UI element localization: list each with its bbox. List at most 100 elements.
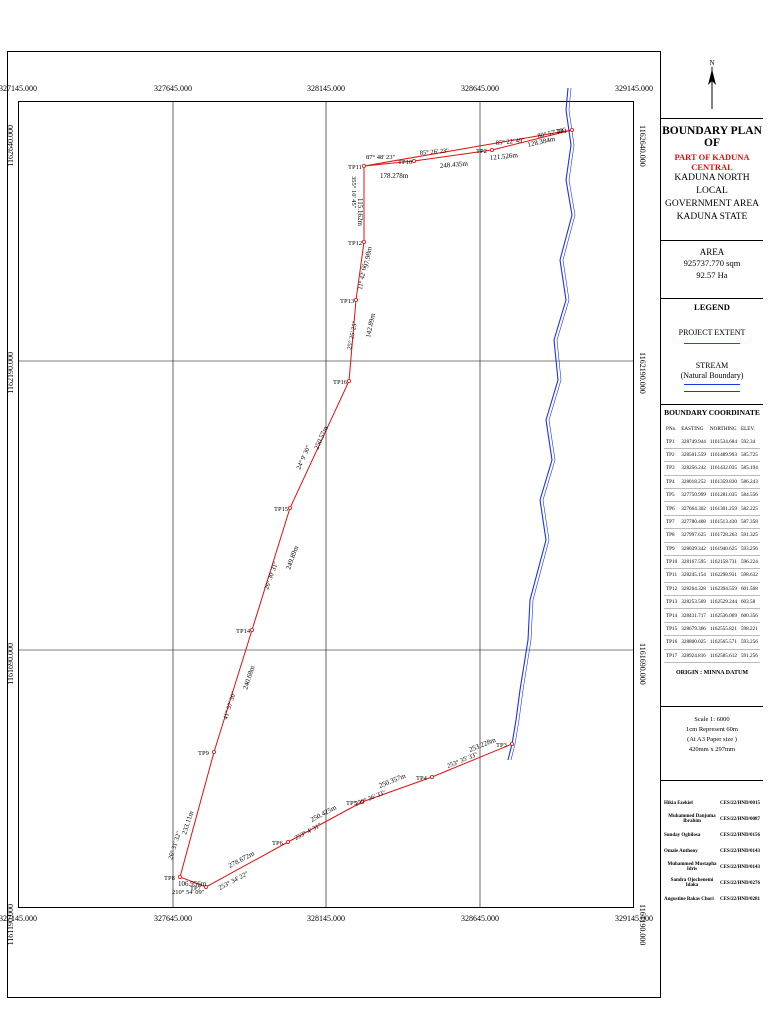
- coordinate-cell: 1162555.821: [709, 626, 737, 633]
- coordinate-cell: 601.568: [740, 585, 758, 592]
- coordinate-cell: 328039.342: [681, 545, 706, 552]
- grid-y-label-left: 1161690.000: [6, 643, 15, 685]
- segment-distance-label: 249.89m: [284, 544, 300, 570]
- side-panel: N BOUNDARY PLAN OF PART OF KADUNA CENTRA…: [661, 51, 763, 998]
- surveyor-name: Sandra Ojochenemi Idaka: [670, 878, 714, 888]
- coordinate-cell: TP13: [666, 599, 678, 606]
- grid-x-label-top: 329145.000: [615, 84, 653, 93]
- coordinate-cell: 1161301.259: [709, 505, 737, 512]
- boundary-point-marker: [489, 147, 494, 152]
- grid-x-label-bottom: 327145.000: [0, 914, 37, 923]
- coordinate-row: TP10 328167.595 1162158.731 596.224: [664, 555, 760, 569]
- legend-extent-swatch: [684, 343, 740, 344]
- segment-distance-label: 250.425m: [309, 803, 338, 824]
- scale-title: Scale 1: 6000: [694, 716, 730, 723]
- grid-y-label-right: 1161190.000: [638, 904, 647, 945]
- coordinate-cell: 1162536.069: [709, 612, 737, 619]
- surveyor-name: Omale Anthony: [664, 848, 698, 854]
- boundary-point-label: TP15: [274, 506, 288, 513]
- north-box: N: [661, 51, 763, 119]
- segment-bearing-label: 11° 42' 6": [357, 263, 368, 290]
- segment-bearing-label: 25° 25' 25": [346, 320, 359, 350]
- coordinate-cell: 593.256: [740, 639, 758, 646]
- coordinate-row: TP13 328253.569 1162529.244 603.58: [664, 596, 760, 609]
- coordinate-cell: 596.224: [740, 559, 758, 566]
- coordinate-cell: 328431.717: [681, 612, 706, 619]
- coordinate-cell: 1162565.571: [709, 639, 737, 646]
- coordinate-cell: 593.256: [740, 545, 758, 552]
- segment-bearing-label: 253° 35' 33": [446, 751, 479, 770]
- boundary-point-marker: [287, 505, 292, 510]
- coordinate-cell: TP16: [666, 639, 678, 646]
- surveyor-row: Hikia Ezekiel CES/22/HND/0015: [661, 795, 763, 811]
- boundary-point-marker: [361, 163, 366, 168]
- coordinate-cell: 1161281.035: [709, 492, 737, 499]
- boundary-point-label: TP13: [340, 298, 354, 305]
- surveyor-name: Muhammed Mustapha Idris: [667, 862, 717, 872]
- segment-bearing-label: 355° 10' 45": [350, 176, 357, 209]
- coordinate-cell: 1161728.263: [709, 532, 737, 539]
- coordinate-cell: TP15: [666, 626, 678, 633]
- coordinate-cell: 327750.999: [681, 492, 706, 499]
- coordinate-cell: 328501.559: [681, 451, 706, 458]
- coordinate-cell: TP17: [666, 652, 678, 659]
- map-frame: [7, 51, 661, 998]
- coordinate-cell: 328245.154: [681, 572, 706, 579]
- boundary-point-marker: [570, 127, 575, 132]
- boundary-point-marker: [177, 875, 182, 880]
- segment-distance-label: 97.98m: [362, 246, 374, 269]
- surveyor-name: Augustine Bakas Chori: [664, 896, 714, 902]
- segment-bearing-label: 41° 57' 30": [222, 690, 238, 720]
- title-line-1: BOUNDARY PLAN OF: [662, 125, 762, 149]
- coordinate-row: TP5 327750.999 1161281.035 584.556: [664, 488, 760, 502]
- coordinate-grid: [18, 101, 634, 908]
- boundary-point-marker: [285, 840, 290, 845]
- coordinate-header: ELEV.: [740, 426, 755, 433]
- coordinate-cell: 582.225: [740, 505, 758, 512]
- scale-line-3: (At A3 Paper size ): [687, 736, 737, 743]
- grid-y-label-right: 1162640.000: [638, 125, 647, 167]
- scale-box: Scale 1: 6000 1cm Represent 60m (At A3 P…: [661, 707, 763, 781]
- coordinate-row: TP17 328924.816 1162585.612 591.256: [664, 649, 760, 663]
- surveyor-row: Sandra Ojochenemi Idaka CES/22/HND/0276: [661, 875, 763, 891]
- segment-distance-label: 115.162m: [356, 198, 364, 226]
- title-line-3: KADUNA NORTH LOCAL: [674, 173, 750, 196]
- coordinate-cell: 1161513.430: [709, 518, 737, 525]
- coordinate-cell: 1161432.035: [709, 465, 737, 472]
- title-box: BOUNDARY PLAN OF PART OF KADUNA CENTRAL …: [661, 119, 763, 241]
- boundary-point-marker: [353, 297, 358, 302]
- area-box: AREA 925737.770 sqm 92.57 Ha: [661, 241, 763, 299]
- boundary-point-marker: [429, 775, 434, 780]
- coordinate-cell: 586.243: [740, 478, 758, 485]
- boundary-point-marker: [361, 239, 366, 244]
- coordinate-cell: 328749.944: [681, 438, 706, 445]
- coordinate-row: TP12 328264.328 1162394.559 601.568: [664, 582, 760, 596]
- boundary-point-label: TP2: [476, 148, 487, 155]
- boundary-point-marker: [411, 158, 416, 163]
- grid-y-label-left: 1161190.000: [6, 904, 15, 945]
- coordinate-row: TP8 327997.625 1161728.263 591.325: [664, 529, 760, 543]
- grid-y-label-left: 1162640.000: [6, 125, 15, 167]
- coordinate-cell: 1162298.931: [709, 572, 737, 579]
- surveyor-code: CES/22/HND/0143: [719, 864, 760, 870]
- coordinate-cell: 603.58: [740, 599, 756, 606]
- legend-stream-swatch: [684, 384, 740, 392]
- coordinate-cell: TP4: [666, 478, 675, 485]
- grid-x-label-top: 328145.000: [307, 84, 345, 93]
- coordinate-cell: 587.358: [740, 518, 758, 525]
- title-line-5: KADUNA STATE: [676, 212, 748, 222]
- segment-distance-label: 248.435m: [439, 160, 468, 170]
- coordinate-cell: 1161534.684: [709, 438, 737, 445]
- legend-box: LEGEND PROJECT EXTENT STREAM (Natural Bo…: [661, 299, 763, 405]
- coordinate-cell: TP3: [666, 465, 675, 472]
- coordinate-row: TP2 328501.559 1161489.993 585.725: [664, 448, 760, 462]
- surveyor-code: CES/22/HND/0276: [719, 880, 760, 886]
- segment-distance-label: 250.57m: [313, 424, 331, 450]
- surveyor-name: Sunday Ogbilosa: [664, 832, 701, 838]
- coordinate-cell: 328253.569: [681, 599, 706, 606]
- scale-line-2: 1cm Represent 60m: [686, 726, 738, 733]
- coordinate-cell: 327997.625: [681, 532, 706, 539]
- area-ha: 92.57 Ha: [696, 270, 728, 280]
- boundary-point-label: TP1: [556, 128, 567, 135]
- boundary-point-label: TP14: [236, 628, 251, 635]
